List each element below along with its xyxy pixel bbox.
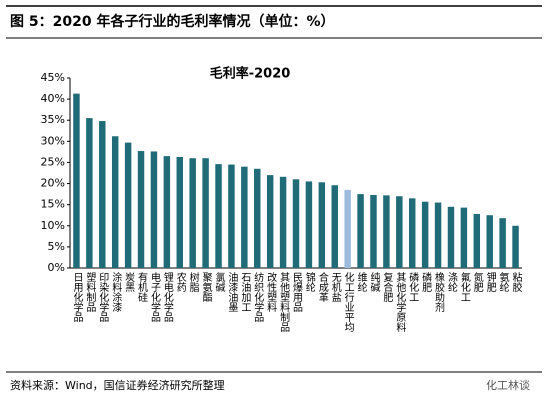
x-tick-label: 合成革 [316, 271, 328, 302]
bar [331, 185, 338, 268]
y-tick-label: 10% [41, 219, 65, 232]
bar [396, 196, 403, 268]
bar [344, 189, 351, 268]
bar [499, 218, 506, 268]
bar [460, 207, 468, 268]
x-tick-label: 有机硅 [136, 271, 148, 302]
bar [124, 142, 132, 268]
bar [111, 136, 119, 268]
bar [279, 176, 287, 268]
y-tick-label: 0% [48, 261, 65, 274]
x-tick-label: 石油加工 [239, 272, 251, 312]
y-tick-label: 5% [48, 240, 65, 253]
x-tick-label: 磷化工 [407, 271, 419, 302]
bar [86, 118, 93, 268]
x-tick-label: 改性塑料 [265, 271, 277, 313]
x-tick-label: 纯碱 [368, 271, 380, 293]
x-tick-label: 钾肥 [484, 271, 496, 293]
bar [228, 164, 235, 268]
x-tick-label: 印染化学品 [97, 272, 109, 323]
x-tick-label: 聚氨酯 [200, 272, 212, 302]
bar [383, 195, 390, 268]
bar [292, 179, 300, 268]
bar [99, 121, 106, 268]
x-tick-label: 维纶 [355, 271, 367, 292]
bar [266, 175, 274, 268]
x-tick-label: 电子化学品 [148, 271, 160, 323]
bar [409, 198, 416, 268]
x-tick-label: 氯碱 [213, 271, 225, 293]
chart-title: 毛利率-2020 [210, 66, 291, 82]
watermark: 化工林谈 [486, 378, 530, 392]
x-tick-label: 化工行业平均 [342, 271, 354, 333]
bar [254, 168, 261, 268]
bar [357, 194, 364, 268]
y-tick-label: 15% [41, 198, 65, 211]
y-tick-label: 20% [41, 177, 65, 190]
bar [447, 206, 455, 268]
x-tick-label: 油漆油墨 [226, 271, 238, 312]
y-tick-label: 30% [41, 134, 65, 147]
bar [434, 202, 442, 268]
x-tick-label: 涂料涂漆 [110, 271, 122, 312]
bar [305, 181, 313, 268]
bar [73, 93, 80, 268]
x-tick-label: 树脂 [187, 271, 199, 293]
bar [421, 201, 429, 268]
x-tick-label: 其他化学原料 [394, 272, 406, 333]
x-tick-label: 锂电化学品 [161, 272, 173, 323]
bar [189, 158, 196, 268]
x-tick-label: 纺织化学品 [252, 271, 264, 323]
bar [137, 151, 145, 268]
source: 资料来源：Wind，国信证券经济研究所整理 [10, 378, 225, 392]
x-tick-label: 农药 [174, 271, 186, 293]
x-tick-label: 其他塑料制品 [278, 272, 290, 333]
x-tick-label: 橡胶助剂 [433, 271, 445, 313]
x-tick-label: 民爆用品 [291, 272, 303, 313]
y-tick-label: 40% [41, 92, 65, 105]
x-tick-label: 锦纶 [303, 271, 315, 292]
bar [176, 156, 183, 268]
bar [318, 182, 326, 268]
y-tick-label: 35% [41, 113, 65, 126]
bar [215, 164, 222, 268]
x-tick-label: 氨纶 [497, 271, 509, 292]
y-tick-label: 45% [41, 71, 65, 84]
x-tick-label: 无机盐 [329, 272, 341, 302]
bar [486, 215, 493, 268]
x-tick-label: 氟化工 [458, 271, 470, 302]
bar [473, 213, 481, 268]
bar [370, 194, 377, 268]
bar [202, 158, 209, 268]
x-tick-label: 日用化学品 [71, 272, 83, 323]
x-tick-label: 磷肥 [420, 271, 432, 293]
x-tick-label: 复合肥 [381, 271, 393, 303]
bar [512, 225, 519, 268]
bar [163, 156, 171, 268]
bar [241, 166, 248, 268]
x-tick-label: 涤纶 [445, 271, 457, 292]
x-tick-label: 粘胶 [510, 271, 522, 293]
x-tick-label: 塑料制品 [84, 272, 96, 313]
x-tick-label: 炭黑 [123, 272, 135, 293]
figure-title: 图 5：2020 年各子行业的毛利率情况（单位：%） [10, 13, 334, 30]
bar [150, 151, 158, 268]
y-tick-label: 25% [41, 155, 65, 168]
x-tick-label: 氮肥 [471, 271, 483, 293]
